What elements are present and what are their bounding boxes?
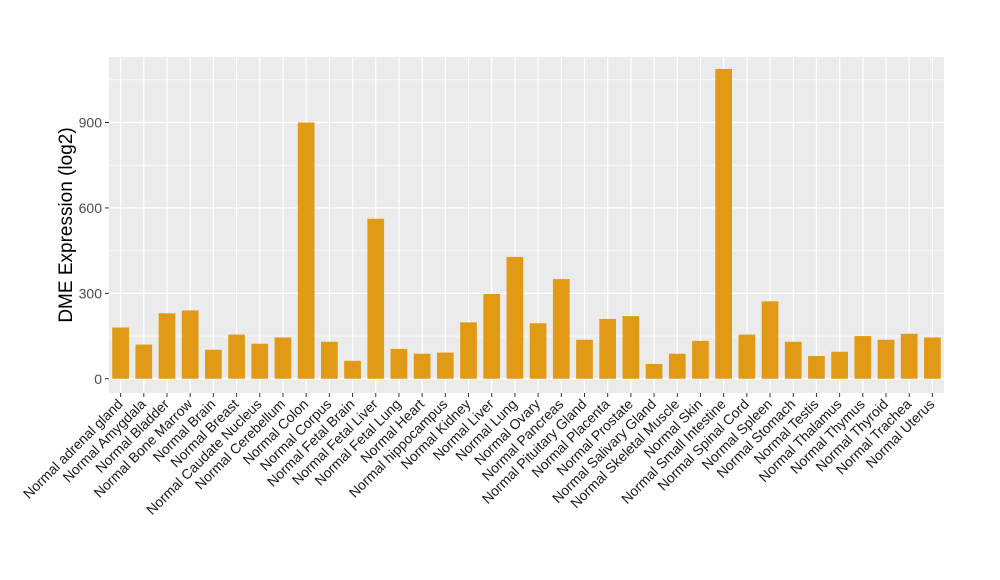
bar (738, 334, 756, 379)
bar (622, 316, 640, 379)
bar (205, 349, 222, 379)
bar (900, 333, 918, 379)
plot-panel (109, 57, 944, 393)
bar (784, 341, 802, 379)
bar (645, 363, 663, 379)
bar (251, 343, 269, 379)
y-tick-label: 600 (79, 200, 103, 216)
bar (668, 353, 686, 379)
bar (808, 355, 825, 379)
y-axis: 0 300 600 900 (79, 114, 109, 387)
y-axis-title: DME Expression (log2) (56, 127, 77, 322)
bars (112, 68, 941, 379)
bar (831, 351, 848, 379)
bar (367, 218, 385, 379)
bar (877, 339, 895, 379)
bar (599, 318, 617, 379)
bar (460, 322, 477, 379)
bar (181, 310, 199, 379)
bar (413, 353, 431, 379)
bar (228, 334, 245, 379)
bar (529, 323, 547, 379)
bar (344, 360, 361, 379)
bar (854, 336, 872, 379)
bar (692, 340, 709, 379)
bar (135, 344, 153, 379)
y-tick-label: 900 (79, 114, 103, 130)
bar (552, 279, 570, 379)
minor-gridlines (109, 79, 944, 337)
bar (320, 341, 338, 379)
y-tick-label: 0 (94, 371, 102, 387)
bar (483, 293, 501, 379)
bar (924, 337, 941, 379)
bar (436, 352, 454, 379)
bar (158, 313, 176, 379)
bar (274, 337, 292, 379)
bar (506, 256, 524, 379)
bar (761, 301, 779, 379)
bar (715, 68, 733, 379)
y-tick-label: 300 (79, 285, 103, 301)
bar (297, 122, 315, 379)
bar (576, 339, 593, 379)
bar (112, 327, 129, 379)
bar (390, 348, 408, 379)
